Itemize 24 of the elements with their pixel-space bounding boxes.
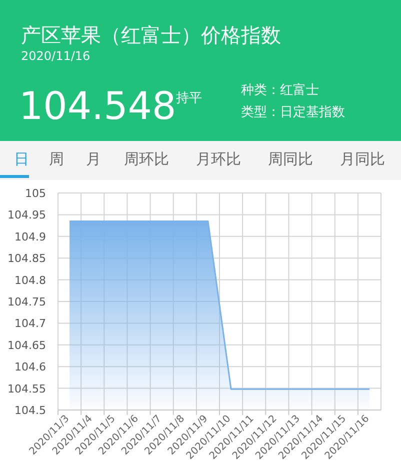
y-tick-label: 104.5 (14, 404, 46, 417)
text: 月同比 (340, 150, 385, 169)
text: 类型：日定基指数 (241, 104, 345, 121)
text: 月 (86, 150, 101, 169)
y-tick-label: 104.8 (14, 274, 46, 287)
y-tick-label: 104.55 (8, 382, 46, 396)
text: 日 (14, 150, 29, 169)
y-tick-label: 104.85 (8, 252, 46, 266)
y-tick-label: 104.9 (14, 230, 46, 244)
text: 月环比 (196, 150, 241, 169)
text: 104.548 (19, 84, 176, 128)
text: 2020/11/16 (21, 49, 90, 63)
text: 种类：红富士 (241, 82, 319, 99)
y-tick-label: 104.7 (14, 317, 46, 330)
text: 产区苹果（红富士）价格指数 (21, 22, 281, 49)
text: 周环比 (124, 150, 169, 169)
text: 周同比 (268, 150, 313, 169)
text: 持平 (176, 90, 202, 107)
y-tick-label: 104.75 (8, 296, 46, 308)
y-tick-label: 105 (25, 187, 46, 200)
y-tick-label: 104.6 (14, 360, 46, 374)
y-tick-label: 104.95 (8, 208, 46, 222)
text: 周 (49, 150, 64, 169)
y-tick-label: 104.65 (8, 338, 46, 352)
